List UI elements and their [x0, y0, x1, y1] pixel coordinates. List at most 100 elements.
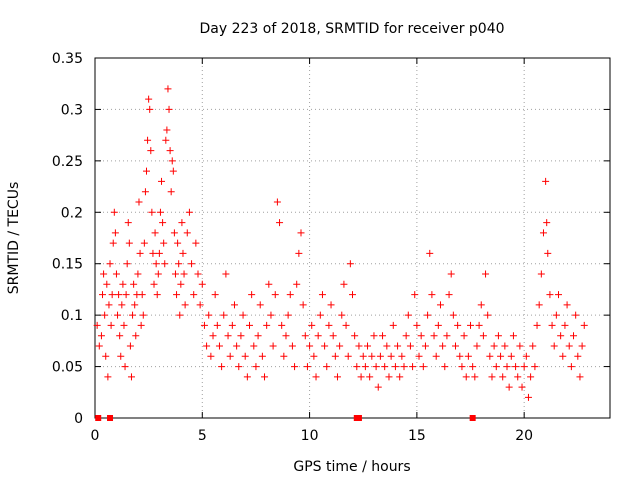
data-point [537, 270, 545, 278]
data-point [424, 311, 432, 319]
x-axis-label: GPS time / hours [293, 459, 410, 475]
data-point [224, 332, 232, 340]
data-point [520, 363, 528, 371]
data-point [213, 321, 221, 329]
data-point [222, 270, 230, 278]
y-tick-label: 0.35 [52, 51, 83, 67]
data-point [241, 352, 249, 360]
data-point [494, 332, 502, 340]
data-point [477, 301, 485, 309]
data-point [561, 321, 569, 329]
y-tick-label: 0.1 [61, 308, 83, 324]
data-point [413, 321, 421, 329]
data-point [559, 352, 567, 360]
data-point [269, 342, 277, 350]
data-point [147, 147, 155, 155]
data-point [522, 352, 530, 360]
data-point [207, 352, 215, 360]
data-point [107, 321, 115, 329]
data-point [400, 363, 408, 371]
data-point [174, 239, 182, 247]
data-point [258, 352, 266, 360]
data-point [529, 342, 537, 350]
data-point [228, 321, 236, 329]
data-point [340, 280, 348, 288]
data-point [387, 352, 395, 360]
data-point [230, 301, 238, 309]
data-point [276, 219, 284, 227]
zero-marker [107, 415, 114, 421]
data-point [492, 363, 500, 371]
data-point [299, 301, 307, 309]
data-point [254, 332, 262, 340]
data-point [167, 188, 175, 196]
data-point [524, 393, 532, 401]
data-point [177, 280, 185, 288]
data-point [108, 291, 116, 299]
data-point [218, 363, 226, 371]
data-point [239, 311, 247, 319]
data-point [181, 301, 189, 309]
data-point [101, 311, 109, 319]
data-point [563, 301, 571, 309]
data-point [376, 352, 384, 360]
data-point [552, 311, 560, 319]
data-point [548, 321, 556, 329]
data-point [280, 352, 288, 360]
data-point [110, 208, 118, 216]
data-point [471, 373, 479, 381]
data-point [580, 321, 588, 329]
data-point [336, 342, 344, 350]
data-point [303, 363, 311, 371]
data-point [235, 363, 243, 371]
data-point [344, 352, 352, 360]
data-point [111, 229, 119, 237]
zero-marker [355, 415, 362, 421]
data-point [318, 291, 326, 299]
data-point [130, 280, 138, 288]
data-point [115, 291, 123, 299]
data-point [112, 270, 120, 278]
data-point [409, 363, 417, 371]
data-point [301, 332, 309, 340]
data-point [190, 291, 198, 299]
data-point [503, 363, 511, 371]
data-point [419, 363, 427, 371]
data-point [138, 291, 146, 299]
data-point [486, 352, 494, 360]
data-point [394, 342, 402, 350]
data-point [338, 311, 346, 319]
data-point [271, 291, 279, 299]
data-points [93, 85, 588, 401]
data-point [226, 352, 234, 360]
data-point [557, 332, 565, 340]
data-point [185, 208, 193, 216]
data-point [385, 373, 393, 381]
data-point [507, 352, 515, 360]
data-point [179, 249, 187, 257]
data-point [137, 321, 145, 329]
data-point [116, 332, 124, 340]
data-point [449, 311, 457, 319]
data-point [267, 311, 275, 319]
data-point [509, 332, 517, 340]
data-point [144, 136, 152, 144]
data-point [445, 291, 453, 299]
data-point [209, 332, 217, 340]
data-point [135, 198, 143, 206]
data-point [278, 321, 286, 329]
data-point [333, 373, 341, 381]
data-point [473, 342, 481, 350]
data-point [441, 363, 449, 371]
data-point [501, 342, 509, 350]
data-point [361, 363, 369, 371]
plot-border [94, 57, 611, 419]
data-point [164, 85, 172, 93]
data-point [261, 373, 269, 381]
data-point [166, 147, 174, 155]
data-point [323, 363, 331, 371]
data-point [432, 352, 440, 360]
data-point [286, 291, 294, 299]
data-point [256, 301, 264, 309]
data-point [125, 239, 133, 247]
